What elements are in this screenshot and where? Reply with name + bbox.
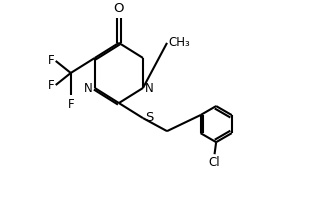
Text: Cl: Cl — [209, 156, 220, 169]
Text: N: N — [84, 82, 92, 94]
Text: F: F — [67, 98, 74, 111]
Text: N: N — [145, 82, 154, 94]
Text: F: F — [48, 54, 54, 68]
Text: O: O — [114, 2, 124, 15]
Text: F: F — [48, 78, 54, 91]
Text: CH₃: CH₃ — [168, 36, 191, 49]
Text: S: S — [145, 111, 153, 124]
